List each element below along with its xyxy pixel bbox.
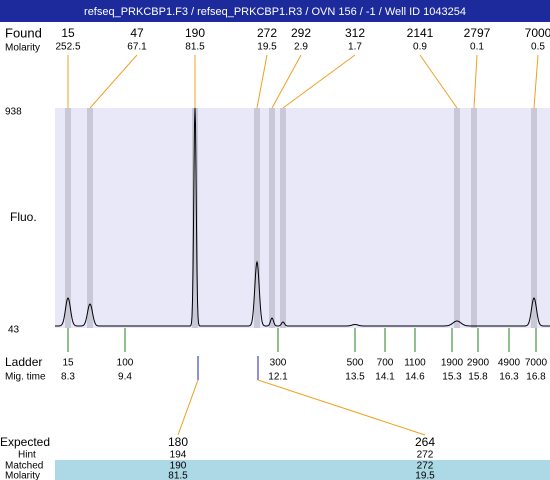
ladder-size: 1100 — [404, 358, 426, 369]
peak-connector — [89, 54, 138, 109]
found-molarity: 2.9 — [294, 42, 308, 53]
found-molarity: 81.5 — [185, 42, 205, 53]
ladder-size: 300 — [270, 358, 287, 369]
found-size: 292 — [291, 26, 311, 40]
matched-molarity: 19.5 — [415, 471, 435, 480]
matched-size: 272 — [417, 461, 434, 472]
peak-band — [471, 108, 477, 328]
peak-connector — [256, 54, 268, 109]
found-size: 15 — [61, 26, 75, 40]
ladder-time: 9.4 — [118, 372, 132, 383]
y-axis-label: Fluo. — [10, 210, 37, 224]
matched-band — [55, 460, 550, 480]
match-connector — [257, 379, 426, 436]
found-size: 7000 — [525, 26, 550, 40]
found-molarity: 0.1 — [470, 42, 484, 53]
peak-connector — [282, 54, 356, 109]
peak-band — [454, 108, 460, 328]
plot-area — [55, 108, 550, 328]
peak-band — [65, 108, 71, 328]
ladder-size: 2900 — [467, 358, 490, 369]
peak-band — [280, 108, 286, 328]
title: refseq_PRKCBP1.F3 / refseq_PRKCBP1.R3 / … — [84, 6, 466, 18]
trace — [55, 107, 550, 327]
ladder-time: 14.1 — [375, 372, 395, 383]
ladder-time: 12.1 — [268, 372, 288, 383]
ladder-time: 16.8 — [526, 372, 546, 383]
expected-molarity-label: Molarity — [5, 471, 40, 480]
found-molarity: 252.5 — [55, 42, 80, 53]
found-molarity: 1.7 — [348, 42, 362, 53]
hint-label: Hint — [18, 450, 36, 461]
y-max-label: 938 — [5, 107, 22, 118]
peak-band — [87, 108, 93, 328]
found-size: 312 — [345, 26, 365, 40]
peak-band — [269, 108, 275, 328]
found-molarity: 19.5 — [257, 42, 277, 53]
title-bar — [0, 0, 550, 22]
peak-band — [254, 108, 260, 328]
ladder-size: 15 — [62, 358, 74, 369]
peak-band — [531, 108, 537, 328]
mig-time-label: Mig. time — [5, 372, 46, 383]
ladder-size: 500 — [347, 358, 364, 369]
peak-connector — [533, 54, 539, 109]
ladder-time: 14.6 — [405, 372, 425, 383]
ladder-time: 13.5 — [345, 372, 365, 383]
ladder-size: 7000 — [525, 358, 548, 369]
matched-molarity: 81.5 — [168, 471, 188, 480]
expected-size: 264 — [415, 435, 435, 449]
match-connector — [177, 379, 199, 436]
found-size: 2797 — [464, 26, 491, 40]
found-label: Found — [5, 25, 42, 40]
found-molarity: 0.9 — [413, 42, 427, 53]
ladder-label: Ladder — [5, 355, 42, 369]
peak-band — [192, 108, 198, 328]
ladder-time: 15.8 — [468, 372, 488, 383]
ladder-time: 15.3 — [442, 372, 462, 383]
ladder-size: 4900 — [498, 358, 521, 369]
found-size: 2141 — [407, 26, 434, 40]
ladder-size: 700 — [377, 358, 394, 369]
hint-size: 194 — [170, 450, 187, 461]
peak-connector — [271, 54, 302, 109]
found-molarity: 67.1 — [127, 42, 147, 53]
hint-size: 272 — [417, 450, 434, 461]
peak-connector — [473, 54, 478, 109]
peak-connector — [419, 54, 458, 109]
expected-size: 180 — [168, 435, 188, 449]
found-molarity: 0.5 — [531, 42, 545, 53]
matched-label: Matched — [5, 461, 43, 472]
ladder-size: 100 — [117, 358, 134, 369]
ladder-size: 1900 — [441, 358, 464, 369]
ladder-time: 16.3 — [499, 372, 519, 383]
found-size: 190 — [185, 26, 205, 40]
ladder-time: 8.3 — [61, 372, 75, 383]
found-size: 272 — [257, 26, 277, 40]
expected-label: Expected — [0, 435, 50, 449]
molarity-label: Molarity — [5, 43, 40, 54]
y-min-label: 43 — [8, 325, 20, 336]
matched-size: 190 — [170, 461, 187, 472]
found-size: 47 — [130, 26, 144, 40]
